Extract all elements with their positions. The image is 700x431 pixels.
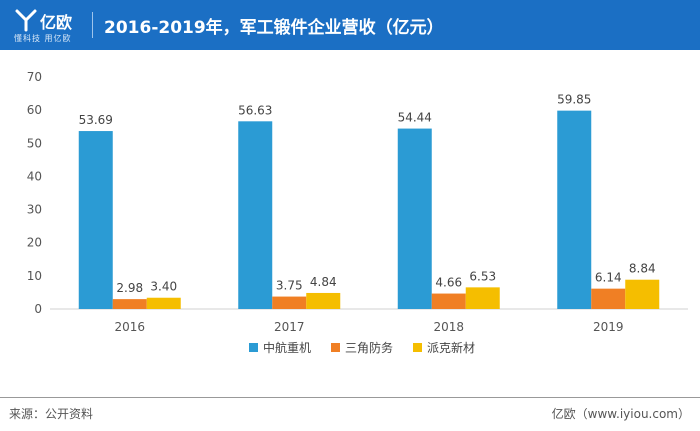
x-tick-label: 2016: [114, 320, 145, 334]
bar-2-2019[interactable]: [591, 288, 626, 309]
brand-logo[interactable]: 亿欧 懂科技 用亿欧: [14, 6, 76, 46]
y-tick-label: 30: [27, 203, 42, 217]
data-label: 54.44: [398, 111, 432, 125]
bar-2-2016[interactable]: [112, 299, 147, 309]
header-bar: 亿欧 懂科技 用亿欧 2016-2019年，军工锻件企业营收（亿元）: [0, 0, 700, 50]
data-label: 53.69: [79, 113, 113, 127]
data-label: 3.40: [150, 280, 177, 294]
bar-2-2018[interactable]: [431, 293, 466, 309]
bar-1-2019[interactable]: [557, 110, 592, 309]
source-note: 来源：公开资料: [9, 407, 94, 421]
x-tick-label: 2018: [433, 320, 464, 334]
y-tick-label: 70: [27, 70, 42, 84]
brand-tagline: 懂科技 用亿欧: [14, 34, 72, 43]
data-label: 8.84: [629, 262, 656, 276]
site-credit: 亿欧（www.iyiou.com）: [551, 407, 690, 421]
data-label: 59.85: [557, 93, 591, 107]
y-tick-label: 60: [27, 103, 42, 117]
bar-3-2017[interactable]: [306, 292, 341, 309]
data-label: 4.84: [310, 275, 337, 289]
legend-label: 派克新材: [427, 340, 475, 355]
data-label: 4.66: [435, 276, 462, 290]
y-tick-label: 0: [34, 302, 42, 316]
y-tick-label: 10: [27, 269, 42, 283]
y-tick-label: 40: [27, 169, 42, 183]
data-label: 2.98: [116, 281, 143, 295]
footer-divider: [0, 397, 700, 398]
data-label: 56.63: [238, 103, 272, 117]
y-tick-label: 50: [27, 136, 42, 150]
brand-logo-icon: [15, 9, 37, 32]
bar-3-2016[interactable]: [146, 297, 181, 309]
y-tick-label: 20: [27, 236, 42, 250]
bar-2-2017[interactable]: [272, 296, 307, 309]
legend-swatch: [331, 343, 340, 352]
bar-3-2018[interactable]: [465, 287, 500, 309]
bar-chart: 0 10 20 30 40 50 60 70 53.69 2.98 3.40 2016 56.63 3.7…: [27, 70, 688, 355]
data-label: 3.75: [276, 279, 303, 293]
data-label: 6.53: [469, 269, 496, 283]
legend-swatch: [249, 343, 258, 352]
bar-1-2016[interactable]: [78, 131, 113, 309]
bar-1-2017[interactable]: [238, 121, 273, 309]
page-title: 2016-2019年，军工锻件企业营收（亿元）: [104, 18, 444, 38]
legend-label: 中航重机: [263, 340, 311, 355]
x-tick-label: 2019: [593, 320, 624, 334]
brand-name: 亿欧: [40, 13, 73, 32]
legend-label: 三角防务: [345, 340, 393, 355]
legend-swatch: [413, 343, 422, 352]
header-divider: [92, 12, 93, 38]
data-label: 6.14: [595, 271, 622, 285]
x-tick-label: 2017: [274, 320, 305, 334]
bar-3-2019[interactable]: [625, 279, 660, 309]
bar-1-2018[interactable]: [397, 128, 432, 309]
